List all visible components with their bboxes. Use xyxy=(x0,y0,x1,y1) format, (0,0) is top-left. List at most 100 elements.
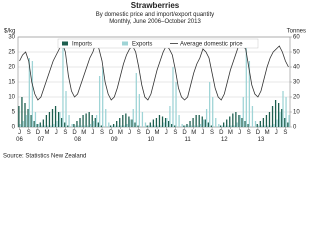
bar xyxy=(82,115,84,127)
bar xyxy=(123,125,125,127)
bar xyxy=(210,125,213,127)
bar xyxy=(116,121,118,127)
bar xyxy=(80,125,82,127)
bar xyxy=(209,82,211,127)
bar xyxy=(242,97,244,127)
bar xyxy=(226,119,228,127)
bar xyxy=(233,125,235,127)
bar xyxy=(238,115,240,127)
bar xyxy=(28,58,30,127)
bar xyxy=(61,118,63,127)
bar xyxy=(117,125,119,127)
bar xyxy=(141,112,144,127)
bar xyxy=(207,122,210,127)
y-tick-label: 5 xyxy=(12,110,16,116)
bar xyxy=(126,124,128,127)
bar xyxy=(19,124,21,127)
bar xyxy=(71,124,73,127)
legend-label: Exports xyxy=(132,41,152,47)
year-label: 08 xyxy=(74,137,81,143)
y2-tick-label: 10 xyxy=(293,110,300,116)
bar xyxy=(288,115,290,127)
x-tick-label: J xyxy=(238,130,241,136)
bar xyxy=(152,119,154,127)
x-tick-label: S xyxy=(27,130,31,136)
bar xyxy=(79,118,81,127)
bar xyxy=(53,124,55,127)
bar xyxy=(109,125,112,127)
bar xyxy=(164,118,167,127)
bar xyxy=(267,125,269,127)
bar xyxy=(174,125,176,127)
year-label: 13 xyxy=(258,137,265,143)
bar xyxy=(36,124,38,127)
bar xyxy=(251,106,254,127)
bar xyxy=(134,122,136,127)
x-tick-label: S xyxy=(210,130,214,136)
bar xyxy=(223,122,225,127)
x-tick-label: J xyxy=(91,130,94,136)
bar xyxy=(105,109,107,127)
bar xyxy=(138,94,141,127)
bar xyxy=(232,113,234,127)
bar xyxy=(111,125,113,127)
bar xyxy=(279,112,281,127)
bar xyxy=(193,125,196,127)
bar xyxy=(18,106,20,127)
bar xyxy=(64,122,66,127)
bar xyxy=(95,115,98,127)
bar xyxy=(129,119,131,127)
y-axis-label: $/kg xyxy=(4,29,15,35)
bar xyxy=(192,118,194,127)
bar xyxy=(239,115,241,127)
bar xyxy=(178,115,180,127)
y2-axis-label: Tonnes xyxy=(287,29,306,35)
x-tick-label: D xyxy=(72,130,77,136)
x-tick-label: J xyxy=(18,130,21,136)
x-tick-label: D xyxy=(109,130,114,136)
bar xyxy=(83,125,85,127)
y-tick-label: 20 xyxy=(8,65,15,71)
bar xyxy=(59,112,61,127)
bar xyxy=(166,118,168,127)
x-tick-label: D xyxy=(36,130,41,136)
bar xyxy=(183,125,185,127)
bar xyxy=(119,118,121,127)
bar xyxy=(67,125,69,127)
bar xyxy=(45,115,48,127)
bar xyxy=(184,125,186,127)
bar xyxy=(285,97,287,127)
y-tick-label: 25 xyxy=(8,50,15,56)
bar xyxy=(187,125,189,127)
bar xyxy=(34,112,37,127)
bar xyxy=(54,106,57,127)
bar xyxy=(244,121,246,127)
bar xyxy=(281,109,283,127)
x-tick-label: D xyxy=(146,130,151,136)
x-tick-label: S xyxy=(247,130,251,136)
bar xyxy=(212,97,214,127)
bar xyxy=(271,106,274,127)
bar xyxy=(98,76,101,127)
bar xyxy=(21,97,23,127)
bar xyxy=(137,125,139,127)
bar xyxy=(257,125,260,127)
bar xyxy=(33,121,35,127)
x-tick-label: M xyxy=(155,130,160,136)
bar xyxy=(284,118,286,127)
bar xyxy=(147,125,150,127)
bar xyxy=(89,124,92,127)
bar xyxy=(112,124,115,127)
bar xyxy=(196,125,199,127)
bar xyxy=(175,82,177,127)
bar xyxy=(256,124,258,127)
y2-tick-label: 60 xyxy=(293,35,300,41)
bar xyxy=(40,125,43,127)
bar xyxy=(155,118,158,127)
x-tick-label: M xyxy=(265,130,270,136)
bar xyxy=(163,122,165,127)
bar xyxy=(161,116,164,127)
bar xyxy=(227,125,229,127)
x-tick-label: J xyxy=(165,130,168,136)
bar xyxy=(92,121,95,127)
